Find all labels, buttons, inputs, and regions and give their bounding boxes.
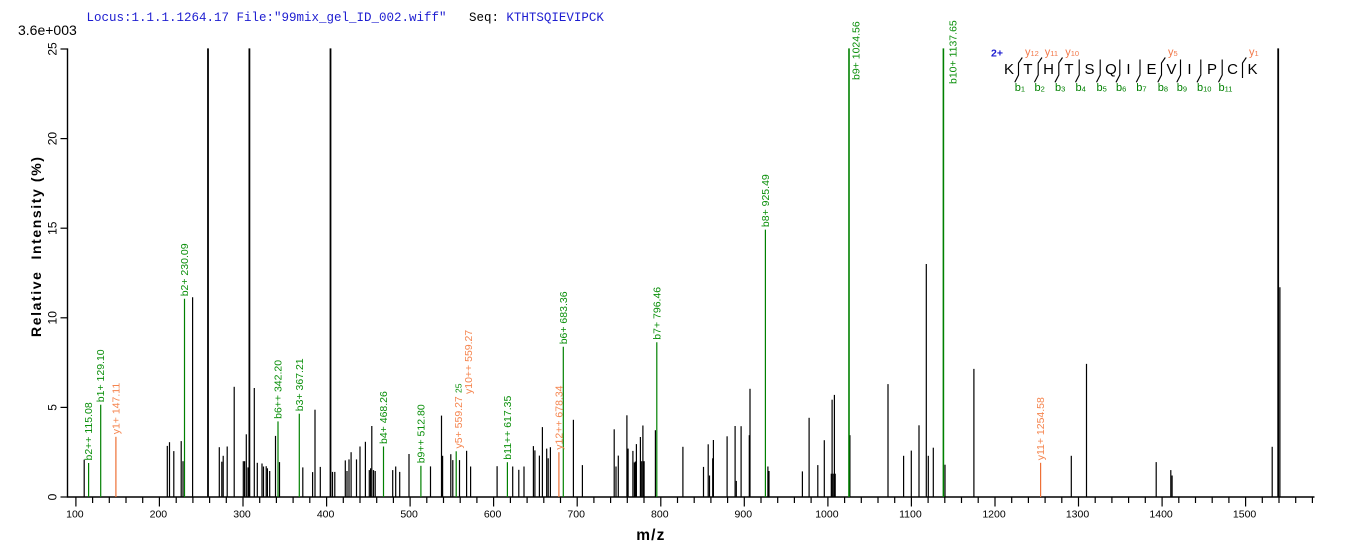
svg-text:1200: 1200 (982, 509, 1006, 521)
svg-text:800: 800 (651, 509, 669, 521)
svg-text:1100: 1100 (899, 509, 922, 521)
svg-text:500: 500 (400, 509, 418, 521)
svg-text:b1+ 129.10: b1+ 129.10 (95, 349, 107, 402)
svg-text:25: 25 (454, 383, 464, 393)
svg-text:b7: b7 (1136, 82, 1146, 94)
svg-text:KTHTSQIEVIPCK: KTHTSQIEVIPCK (506, 11, 604, 25)
svg-text:1500: 1500 (1233, 509, 1257, 521)
svg-text:y12: y12 (1025, 47, 1039, 59)
svg-text:I: I (1187, 61, 1191, 78)
svg-text:b6: b6 (1116, 82, 1126, 94)
svg-text:b6++ 342.20: b6++ 342.20 (273, 360, 285, 419)
svg-text:b8: b8 (1158, 82, 1168, 94)
svg-text:b10+ 1137.65: b10+ 1137.65 (948, 20, 960, 84)
svg-text:H: H (1043, 61, 1054, 78)
svg-text:y11+ 1254.58: y11+ 1254.58 (1035, 397, 1047, 460)
svg-text:C: C (1227, 61, 1238, 78)
svg-text:y11: y11 (1045, 47, 1058, 59)
svg-text:20: 20 (46, 132, 60, 146)
svg-text:b4: b4 (1076, 82, 1086, 94)
svg-text:T: T (1064, 61, 1073, 78)
svg-text:b7+ 796.46: b7+ 796.46 (651, 287, 663, 340)
svg-text:b9+ 1024.56: b9+ 1024.56 (851, 21, 863, 80)
svg-text:b8+ 925.49: b8+ 925.49 (760, 174, 772, 227)
svg-text:K: K (1004, 61, 1014, 78)
svg-text:25: 25 (46, 42, 60, 56)
svg-text:b2++ 115.08: b2++ 115.08 (83, 402, 95, 460)
svg-text:b2+ 230.09: b2+ 230.09 (179, 243, 191, 296)
svg-text:0: 0 (46, 493, 60, 500)
svg-text:b3+ 367.21: b3+ 367.21 (294, 358, 306, 411)
svg-text:300: 300 (233, 509, 251, 521)
svg-text:y1+ 147.11: y1+ 147.11 (110, 383, 122, 435)
svg-text:b11: b11 (1219, 82, 1233, 94)
svg-text:b1: b1 (1015, 82, 1025, 94)
svg-text:b5: b5 (1097, 82, 1107, 94)
svg-text:100: 100 (66, 509, 84, 521)
svg-text:b9: b9 (1177, 82, 1187, 94)
svg-text:600: 600 (484, 509, 502, 521)
svg-text:b11++ 617.35: b11++ 617.35 (502, 396, 514, 460)
svg-text:y12++ 678.34: y12++ 678.34 (553, 385, 565, 449)
svg-text:P: P (1207, 61, 1217, 78)
svg-text:Locus:1.1.1.1264.17 File:"99mi: Locus:1.1.1.1264.17 File:"99mix_gel_ID_0… (87, 11, 447, 25)
svg-text:E: E (1146, 61, 1156, 78)
svg-text:y10++ 559.27: y10++ 559.27 (463, 330, 475, 394)
svg-text:y1: y1 (1249, 47, 1259, 59)
svg-text:K: K (1247, 61, 1257, 78)
svg-text:1400: 1400 (1149, 509, 1173, 521)
svg-text:3.6e+003: 3.6e+003 (18, 22, 77, 38)
svg-text:Q: Q (1105, 61, 1117, 78)
svg-text:1300: 1300 (1066, 509, 1090, 521)
svg-text:1000: 1000 (815, 509, 839, 521)
svg-text:b9++ 512.80: b9++ 512.80 (415, 404, 427, 463)
svg-text:200: 200 (150, 509, 168, 521)
svg-text:b10: b10 (1197, 82, 1211, 94)
svg-text:y5+ 559.27: y5+ 559.27 (453, 396, 465, 448)
svg-text:400: 400 (317, 509, 335, 521)
svg-text:m/z: m/z (636, 527, 665, 544)
svg-text:900: 900 (735, 509, 753, 521)
svg-text:10: 10 (46, 311, 60, 325)
svg-text:b6+ 683.36: b6+ 683.36 (558, 291, 570, 344)
svg-text:S: S (1084, 61, 1094, 78)
svg-text:Relative Intensity (%): Relative Intensity (%) (28, 155, 44, 337)
svg-text:b2: b2 (1035, 82, 1045, 94)
svg-text:I: I (1126, 61, 1130, 78)
svg-text:Seq:: Seq: (469, 11, 499, 25)
svg-text:b3: b3 (1055, 82, 1065, 94)
svg-text:700: 700 (567, 509, 585, 521)
svg-text:b4+ 468.26: b4+ 468.26 (378, 391, 390, 444)
svg-text:2+: 2+ (991, 47, 1003, 59)
svg-text:15: 15 (46, 221, 60, 235)
svg-text:V: V (1166, 61, 1176, 78)
svg-text:T: T (1023, 61, 1032, 78)
svg-text:y5: y5 (1168, 47, 1178, 59)
svg-text:5: 5 (46, 404, 60, 411)
svg-text:y10: y10 (1065, 47, 1079, 59)
